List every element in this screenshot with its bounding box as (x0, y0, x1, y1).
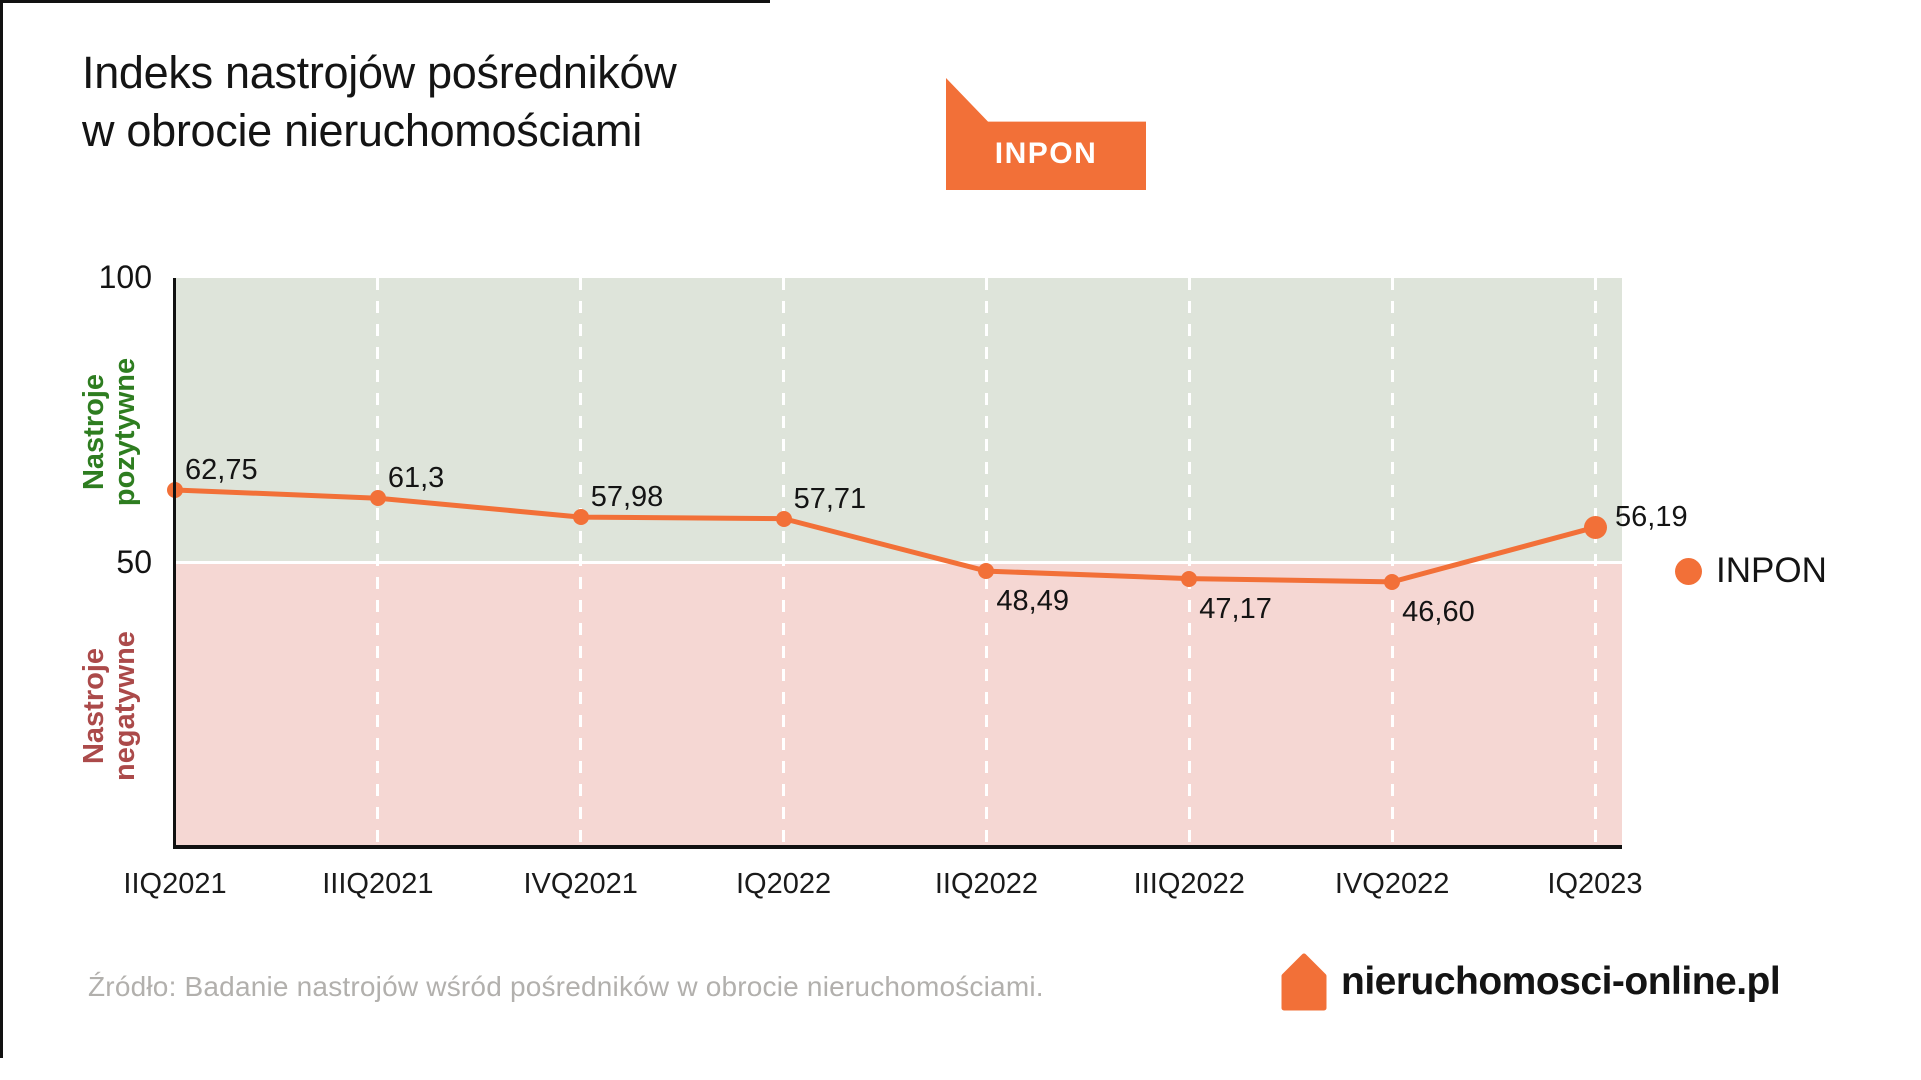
data-point-IQ2022 (775, 510, 792, 527)
positive-region (175, 278, 1622, 562)
x-axis-label-IVQ2022: IVQ2022 (1334, 868, 1450, 900)
y-axis-tick-100: 100 (98, 259, 152, 295)
page-title-line1: Indeks nastrojów pośredników (82, 47, 677, 98)
x-axis-label-IVQ2021: IVQ2021 (523, 868, 638, 900)
legend-series-label: INPON (1716, 551, 1827, 590)
x-axis-line (173, 845, 1622, 849)
x-axis-label-IIQ2022: IIQ2022 (934, 868, 1039, 900)
gridline-IIIQ2021 (376, 278, 380, 847)
gridline-IQ2022 (782, 278, 786, 847)
data-point-value-IIQ2022: 48,49 (996, 585, 1069, 618)
brand-logo: nieruchomosci-online.pl (1281, 953, 1781, 1011)
frame-line-left (0, 0, 3, 1058)
negative-region-label: Nastroje negatywne (78, 631, 141, 781)
x-axis-label-IQ2022: IQ2022 (735, 868, 832, 900)
gridline-IVQ2021 (579, 278, 583, 847)
house-icon (1281, 953, 1327, 1011)
frame-line-top (0, 0, 770, 3)
data-point-IQ2023 (1583, 515, 1607, 539)
inpon-badge-label: INPON (994, 137, 1098, 170)
y-axis-line (173, 278, 176, 847)
x-axis-label-IIIQ2022: IIIQ2022 (1133, 868, 1245, 900)
data-point-IIIQ2021 (369, 490, 386, 507)
threshold-line-50 (175, 561, 1622, 564)
data-point-value-IIIQ2022: 47,17 (1199, 592, 1272, 625)
x-axis-label-IIQ2021: IIQ2021 (123, 868, 227, 900)
data-point-value-IQ2023: 56,19 (1615, 501, 1688, 534)
gridline-IIIQ2022 (1187, 278, 1191, 847)
data-point-IVQ2022 (1384, 573, 1401, 590)
data-point-IIQ2022 (978, 563, 995, 580)
y-axis-tick-50: 50 (116, 543, 152, 580)
data-point-value-IIIQ2021: 61,3 (387, 462, 445, 495)
data-point-value-IIQ2021: 62,75 (185, 453, 258, 486)
chart-legend: INPON (1675, 551, 1827, 591)
legend-series-dot-icon (1675, 557, 1702, 585)
gridline-IIQ2022 (984, 278, 988, 847)
gridline-IVQ2022 (1390, 278, 1394, 847)
chart-plot-area: 62,75 61,3 57,98 57,71 48,49 47,17 46,60 56,19 (167, 278, 1688, 847)
gridline-IQ2023 (1593, 278, 1597, 847)
source-text: Źródło: Badanie nastrojów wśród pośredni… (88, 971, 1044, 1002)
brand-name: nieruchomosci-online.pl (1341, 960, 1781, 1003)
page-title: Indeks nastrojów pośredników w obrocie ni… (82, 44, 677, 160)
inpon-badge: INPON (946, 78, 1146, 190)
data-point-value-IVQ2022: 46,60 (1402, 595, 1475, 628)
positive-region-label: Nastroje pozytywne (78, 357, 141, 507)
data-point-value-IVQ2021: 57,98 (590, 481, 664, 514)
data-point-IVQ2021 (572, 509, 589, 526)
negative-region (175, 562, 1622, 847)
data-point-value-IQ2022: 57,71 (793, 482, 867, 515)
data-point-IIIQ2022 (1181, 570, 1198, 587)
page-title-line2: w obrocie nieruchomościami (82, 105, 642, 156)
inpon-data-line (174, 487, 1596, 585)
x-axis-label-IIIQ2021: IIIQ2021 (322, 868, 434, 900)
x-axis-label-IQ2023: IQ2023 (1547, 868, 1643, 900)
